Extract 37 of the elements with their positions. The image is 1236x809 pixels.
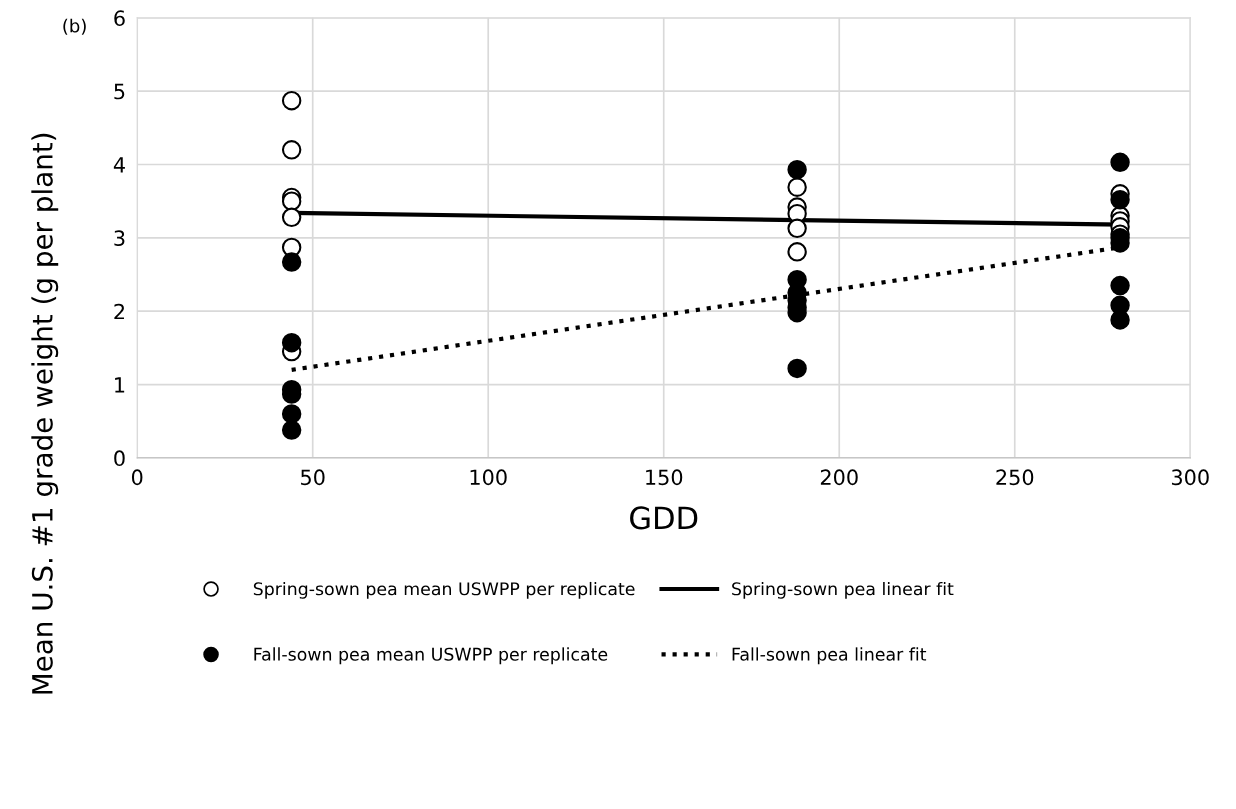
y-tick-label: 5 [114,83,125,100]
legend-label: Spring-sown pea mean USWPP per replicate [253,581,635,599]
point [281,140,302,160]
x-tick-label: 250 [996,469,1034,486]
legend-label: Spring-sown pea linear fit [732,581,954,599]
point [281,420,302,440]
point [1110,152,1130,173]
legend-label: Fall-sown pea mean USWPP per replicate [254,647,608,665]
point [1110,189,1130,210]
y-tick-label: 0 [114,450,125,467]
x-tick-label: 300 [1171,469,1209,486]
point [281,333,302,353]
x-tick-label: 150 [646,469,683,486]
point [787,177,807,197]
point [281,207,302,228]
x-tick-label: 0 [131,469,143,486]
y-tick-label: 1 [115,377,125,393]
x-tick-label: 50 [301,469,325,486]
point [787,218,807,239]
point [1110,310,1130,330]
text: (b) [63,18,86,35]
y-tick-label: 6 [114,10,125,27]
point [787,159,807,180]
point [281,90,302,111]
x-axis-title: GDD [630,506,698,530]
y-tick-label: 4 [113,157,125,173]
x-tick-label: 200 [820,469,858,486]
point [787,242,807,262]
point [281,404,302,424]
point [1110,275,1130,296]
y-tick-label: 2 [114,303,124,320]
x-tick-label: 100 [470,469,507,486]
point [281,252,302,272]
legend-label: Fall-sown pea linear fit [732,647,927,665]
point [787,358,807,379]
y-axis-title: Mean U.S. #1 grade weight (g per plant) [31,133,59,694]
y-tick-label: 3 [114,230,125,247]
